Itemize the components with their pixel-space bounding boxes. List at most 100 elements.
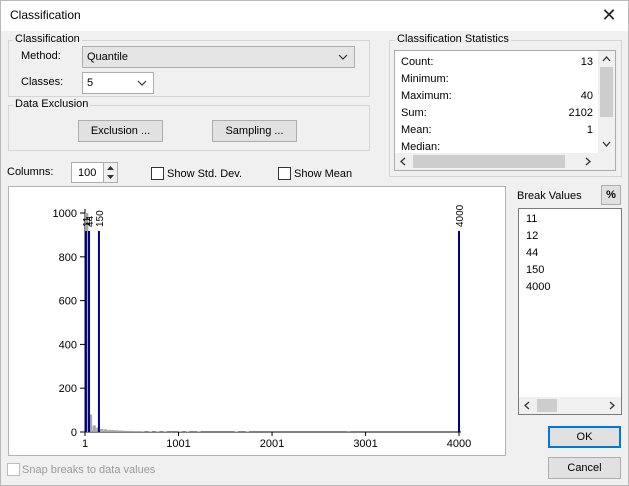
stat-horizontal-thumb[interactable] <box>413 155 565 168</box>
stat-label-sum: Sum: <box>401 107 427 119</box>
histogram-bar <box>92 425 96 432</box>
break-values-horizontal-scrollbar[interactable] <box>519 397 621 414</box>
x-tick-label: 1 <box>82 438 88 450</box>
histogram-bar <box>111 430 115 432</box>
stat-value-mean: 1 <box>586 124 593 136</box>
histogram-bar <box>88 414 93 432</box>
exclusion-button[interactable]: Exclusion ... <box>78 120 163 142</box>
chevron-down-icon <box>338 54 348 60</box>
classes-label: Classes: <box>21 76 64 88</box>
break-line-label: 4000 <box>455 204 466 227</box>
statistics-list[interactable]: Count: 13 Minimum: Maximum: 40 Sum: 2102… <box>394 50 616 171</box>
columns-value: 100 <box>78 167 97 179</box>
histogram-panel[interactable]: 0 200 400 600 800 1000 1 1001 2001 3001 4000 11 44 15… <box>8 186 506 456</box>
title-bar: Classification ✕ <box>1 1 628 31</box>
break-values-label: Break Values <box>517 190 582 202</box>
histogram-bar <box>107 429 111 432</box>
stat-value-count: 13 <box>580 56 593 68</box>
scroll-down-icon[interactable] <box>601 139 612 149</box>
histogram-bar <box>137 431 141 432</box>
histogram-chart[interactable]: 0 200 400 600 800 1000 1 1001 2001 3001 4000 114415… <box>9 187 507 457</box>
show-mean-checkbox[interactable] <box>278 167 291 180</box>
scroll-right-icon[interactable] <box>607 400 617 411</box>
cancel-button-label: Cancel <box>567 462 602 474</box>
data-exclusion-group <box>8 105 370 151</box>
histogram-bar <box>141 431 145 432</box>
histogram-bar <box>103 429 108 432</box>
stat-horizontal-scrollbar[interactable] <box>395 153 615 170</box>
histogram-bar <box>148 431 152 432</box>
y-tick-label: 800 <box>59 252 77 264</box>
method-label: Method: <box>21 50 61 62</box>
snap-breaks-checkbox[interactable] <box>7 463 20 476</box>
histogram-bar <box>118 430 123 432</box>
break-value-item[interactable]: 150 <box>526 264 545 276</box>
y-tick-label: 0 <box>71 427 77 439</box>
stat-label-minimum: Minimum: <box>401 73 449 85</box>
spin-down-icon[interactable] <box>106 173 115 181</box>
method-dropdown[interactable]: Quantile <box>82 46 355 68</box>
stat-label-median: Median: <box>401 141 441 153</box>
columns-input[interactable]: 100 <box>71 162 118 183</box>
break-line-label: 44 <box>85 215 96 227</box>
stat-vertical-scrollbar[interactable] <box>598 51 615 154</box>
data-exclusion-group-label: Data Exclusion <box>13 98 91 110</box>
histogram-bar <box>178 431 182 432</box>
scroll-up-icon[interactable] <box>601 54 612 64</box>
y-tick-label: 600 <box>59 296 77 308</box>
sampling-button[interactable]: Sampling ... <box>212 120 297 142</box>
break-value-item[interactable]: 4000 <box>526 281 551 293</box>
show-std-dev-checkbox[interactable] <box>151 167 164 180</box>
chevron-down-icon <box>137 80 147 86</box>
cancel-button[interactable]: Cancel <box>548 457 621 479</box>
break-value-item[interactable]: 12 <box>526 230 539 242</box>
stat-label-mean: Mean: <box>401 124 432 136</box>
spin-up-icon[interactable] <box>106 164 115 172</box>
columns-label: Columns: <box>7 166 54 178</box>
scroll-left-icon[interactable] <box>398 156 408 167</box>
break-line-label: 150 <box>95 210 106 227</box>
scroll-left-icon[interactable] <box>522 400 532 411</box>
histogram-bar <box>129 430 134 432</box>
y-tick-label: 1000 <box>53 208 77 220</box>
classification-group <box>8 40 370 97</box>
scroll-right-icon[interactable] <box>583 156 593 167</box>
histogram-bar <box>133 431 137 432</box>
window-title: Classification <box>10 8 81 22</box>
break-values-list[interactable]: 11 12 44 150 4000 <box>518 208 622 415</box>
y-tick-label: 400 <box>59 339 77 351</box>
percent-button-label: % <box>606 189 616 201</box>
x-tick-label: 3001 <box>353 438 377 450</box>
show-std-dev-label: Show Std. Dev. <box>167 168 242 180</box>
stat-vertical-thumb[interactable] <box>600 67 613 117</box>
close-icon[interactable]: ✕ <box>601 5 617 25</box>
histogram-bar <box>96 427 100 432</box>
statistics-group-label: Classification Statistics <box>395 33 511 45</box>
break-value-item[interactable]: 11 <box>526 213 538 225</box>
x-tick-label: 2001 <box>260 438 284 450</box>
stat-label-count: Count: <box>401 56 434 68</box>
stat-value-sum: 2102 <box>568 107 593 119</box>
x-tick-label: 4000 <box>447 438 471 450</box>
x-tick-label: 1001 <box>166 438 190 450</box>
classes-dropdown[interactable]: 5 <box>82 72 154 94</box>
snap-breaks-label: Snap breaks to data values <box>22 464 156 476</box>
histogram-bar <box>114 430 119 432</box>
histogram-bar <box>126 430 130 432</box>
break-value-item[interactable]: 44 <box>526 247 539 259</box>
histogram-bar <box>99 428 104 432</box>
classification-group-label: Classification <box>13 33 82 45</box>
percent-button[interactable]: % <box>601 185 621 205</box>
method-value: Quantile <box>87 51 128 63</box>
exclusion-button-label: Exclusion ... <box>90 125 151 137</box>
stat-label-maximum: Maximum: <box>401 90 452 102</box>
break-values-horizontal-thumb[interactable] <box>537 399 557 412</box>
ok-button[interactable]: OK <box>548 426 621 448</box>
columns-spinner[interactable] <box>103 163 117 182</box>
break-line-label: 11 <box>82 216 93 227</box>
show-mean-label: Show Mean <box>294 168 353 180</box>
classes-value: 5 <box>87 77 94 89</box>
histogram-bar <box>122 430 126 432</box>
sampling-button-label: Sampling ... <box>225 125 284 137</box>
